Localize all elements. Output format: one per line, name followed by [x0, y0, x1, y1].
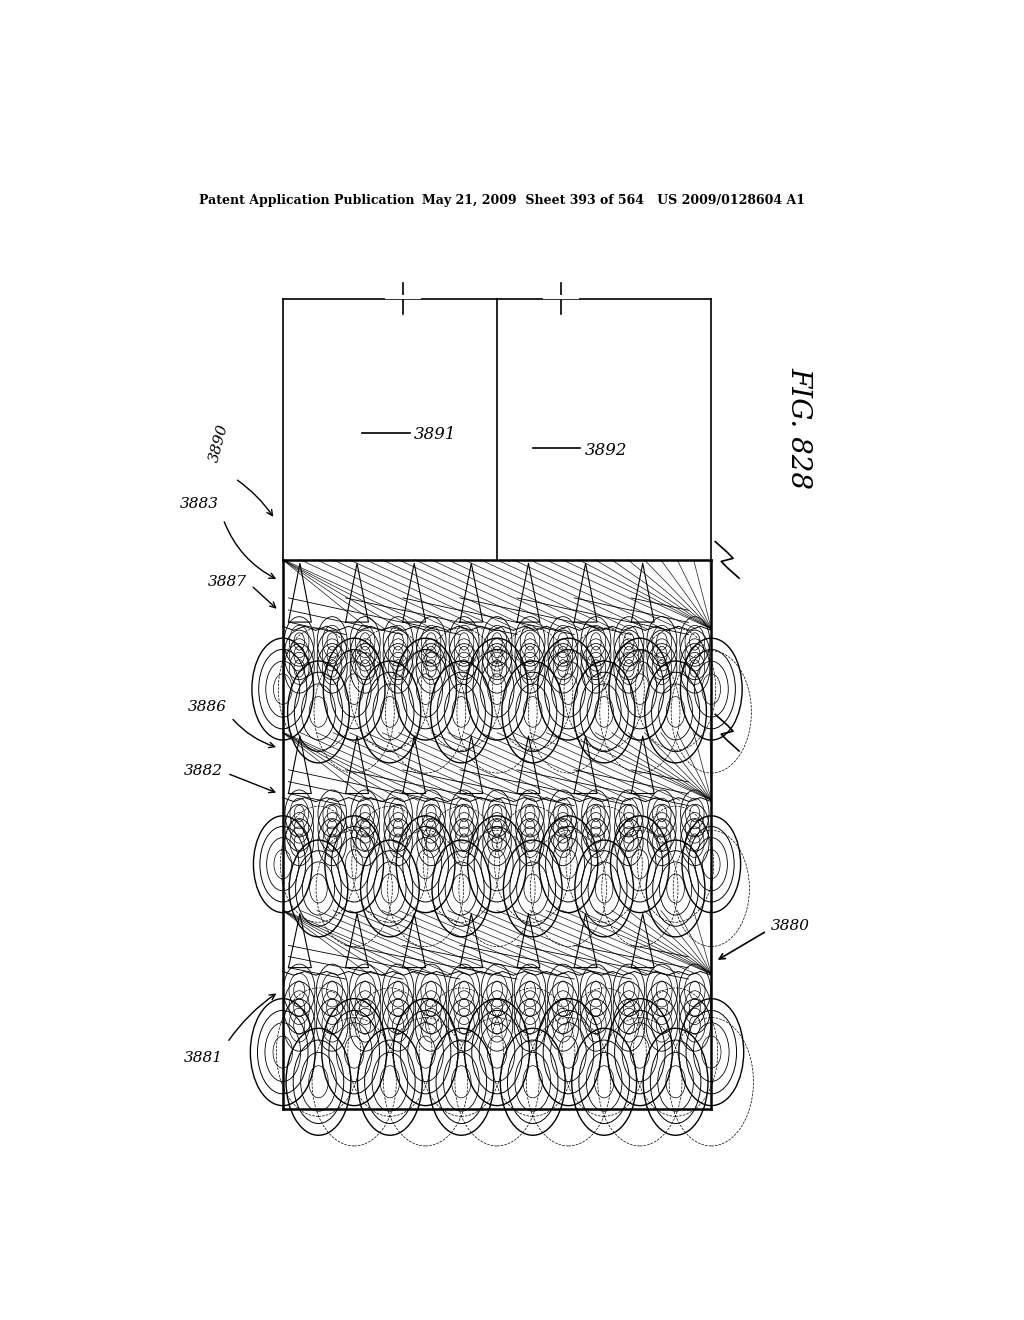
Text: 3890: 3890 [208, 422, 231, 463]
Text: 3891: 3891 [414, 426, 457, 444]
Text: May 21, 2009  Sheet 393 of 564   US 2009/0128604 A1: May 21, 2009 Sheet 393 of 564 US 2009/01… [422, 194, 805, 207]
Text: 3881: 3881 [184, 1051, 223, 1065]
Text: FIG. 828: FIG. 828 [785, 367, 812, 488]
Text: 3880: 3880 [771, 919, 810, 933]
Text: 3883: 3883 [180, 496, 219, 511]
Text: Patent Application Publication: Patent Application Publication [200, 194, 415, 207]
Text: 3886: 3886 [188, 700, 227, 714]
Text: 3887: 3887 [208, 576, 247, 589]
Text: 3892: 3892 [585, 442, 627, 458]
Text: 3882: 3882 [184, 764, 223, 779]
